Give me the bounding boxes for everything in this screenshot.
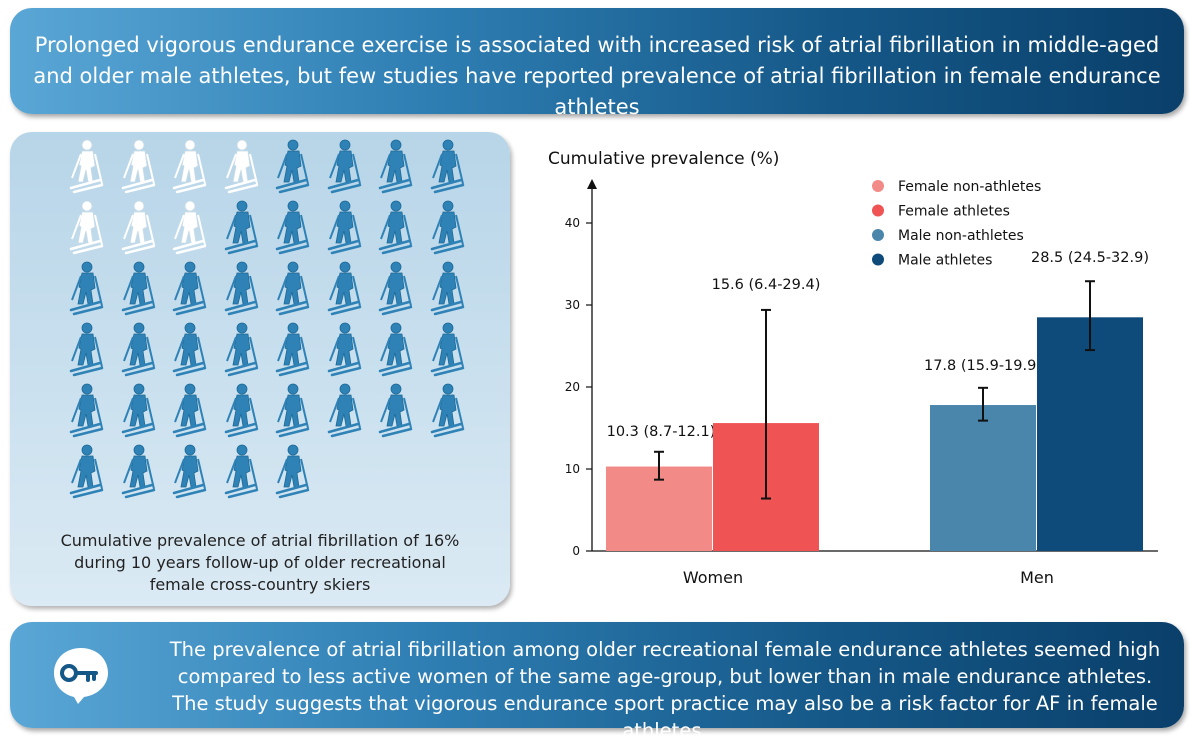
skier-icon: [324, 382, 364, 438]
skier-icon: [427, 138, 467, 194]
skier-icon-highlighted: [66, 138, 106, 194]
skier-icon: [324, 260, 364, 316]
caption-line-2: during 10 years follow-up of older recre…: [74, 553, 446, 572]
skier-icon: [221, 260, 261, 316]
bar-male-non-athletes: [930, 405, 1036, 551]
header-line-2: and older male athletes, but few studies…: [33, 64, 1161, 119]
legend-label: Male non-athletes: [898, 228, 1024, 244]
y-tick-label: 10: [565, 462, 580, 476]
skier-icon: [272, 321, 312, 377]
skier-icon: [221, 199, 261, 255]
y-axis-arrow: [587, 179, 597, 189]
skier-icon-highlighted: [169, 138, 209, 194]
conclusion-banner: The prevalence of atrial fibrillation am…: [10, 622, 1184, 742]
skier-icon: [169, 321, 209, 377]
bar-value-label: 15.6 (6.4-29.4): [712, 277, 821, 293]
header-line-1: Prolonged vigorous endurance exercise is…: [34, 33, 1160, 57]
skier-icon: [118, 382, 158, 438]
y-tick-label: 20: [565, 380, 580, 394]
skier-icon: [272, 443, 312, 499]
skier-icon-highlighted: [118, 138, 158, 194]
caption-line-1: Cumulative prevalence of atrial fibrilla…: [60, 531, 460, 550]
skier-icon: [118, 321, 158, 377]
legend-swatch: [872, 204, 884, 217]
skier-icon: [427, 260, 467, 316]
bar-male-athletes: [1037, 317, 1143, 551]
y-tick-label: 30: [565, 298, 580, 312]
skier-icon: [118, 260, 158, 316]
skier-icon: [66, 443, 106, 499]
legend-swatch: [872, 180, 884, 192]
skier-icon: [66, 321, 106, 377]
footer-line-2: compared to less active women of the sam…: [177, 665, 1153, 688]
skier-icon: [221, 443, 261, 499]
pictogram-panel: Cumulative prevalence of atrial fibrilla…: [10, 132, 510, 606]
skier-icon: [272, 382, 312, 438]
y-tick-label: 40: [565, 216, 580, 230]
skier-icon: [375, 321, 415, 377]
header-banner: Prolonged vigorous endurance exercise is…: [10, 8, 1184, 119]
x-category-label: Women: [683, 568, 743, 587]
skier-icon: [169, 260, 209, 316]
skier-icon: [66, 382, 106, 438]
skier-icon-highlighted: [118, 199, 158, 255]
bar-value-label: 17.8 (15.9-19.9): [924, 358, 1042, 374]
key-icon: [54, 648, 108, 704]
legend-label: Female athletes: [898, 204, 1010, 220]
skier-icon: [427, 382, 467, 438]
skier-icon: [169, 443, 209, 499]
skier-icon: [427, 321, 467, 377]
caption-line-3: female cross-country skiers: [149, 575, 371, 594]
skier-icon: [221, 321, 261, 377]
skier-icon: [375, 138, 415, 194]
bar-value-label: 10.3 (8.7-12.1): [607, 424, 716, 440]
legend-swatch: [872, 253, 884, 266]
skier-icon: [272, 138, 312, 194]
skier-icon: [272, 260, 312, 316]
y-tick-label: 0: [572, 544, 580, 558]
footer-line-1: The prevalence of atrial fibrillation am…: [169, 638, 1161, 661]
skier-icon-highlighted: [66, 199, 106, 255]
skier-icon: [375, 382, 415, 438]
skier-icon: [66, 260, 106, 316]
x-category-label: Men: [1020, 568, 1054, 587]
skier-icon: [324, 199, 364, 255]
skier-icon: [169, 382, 209, 438]
skier-icon: [118, 443, 158, 499]
legend-label: Female non-athletes: [898, 179, 1041, 195]
skier-icon: [427, 199, 467, 255]
prevalence-bar-chart: Cumulative prevalence (%) 0 10 20 30 40 10.3 (…: [548, 149, 1158, 587]
y-axis-title: Cumulative prevalence (%): [548, 149, 779, 169]
skier-icon: [375, 199, 415, 255]
footer-line-3: The study suggests that vigorous enduran…: [172, 692, 1158, 742]
skier-icon-highlighted: [221, 138, 261, 194]
skier-icon: [221, 382, 261, 438]
skier-icon: [272, 199, 312, 255]
skier-icon: [324, 138, 364, 194]
pictogram-caption: Cumulative prevalence of atrial fibrilla…: [20, 530, 500, 596]
skier-icon: [324, 321, 364, 377]
legend-label: Male athletes: [898, 253, 992, 269]
legend-swatch: [872, 229, 884, 241]
skier-icon: [375, 260, 415, 316]
skier-icon-highlighted: [169, 199, 209, 255]
bar-value-label: 28.5 (24.5-32.9): [1031, 250, 1149, 266]
